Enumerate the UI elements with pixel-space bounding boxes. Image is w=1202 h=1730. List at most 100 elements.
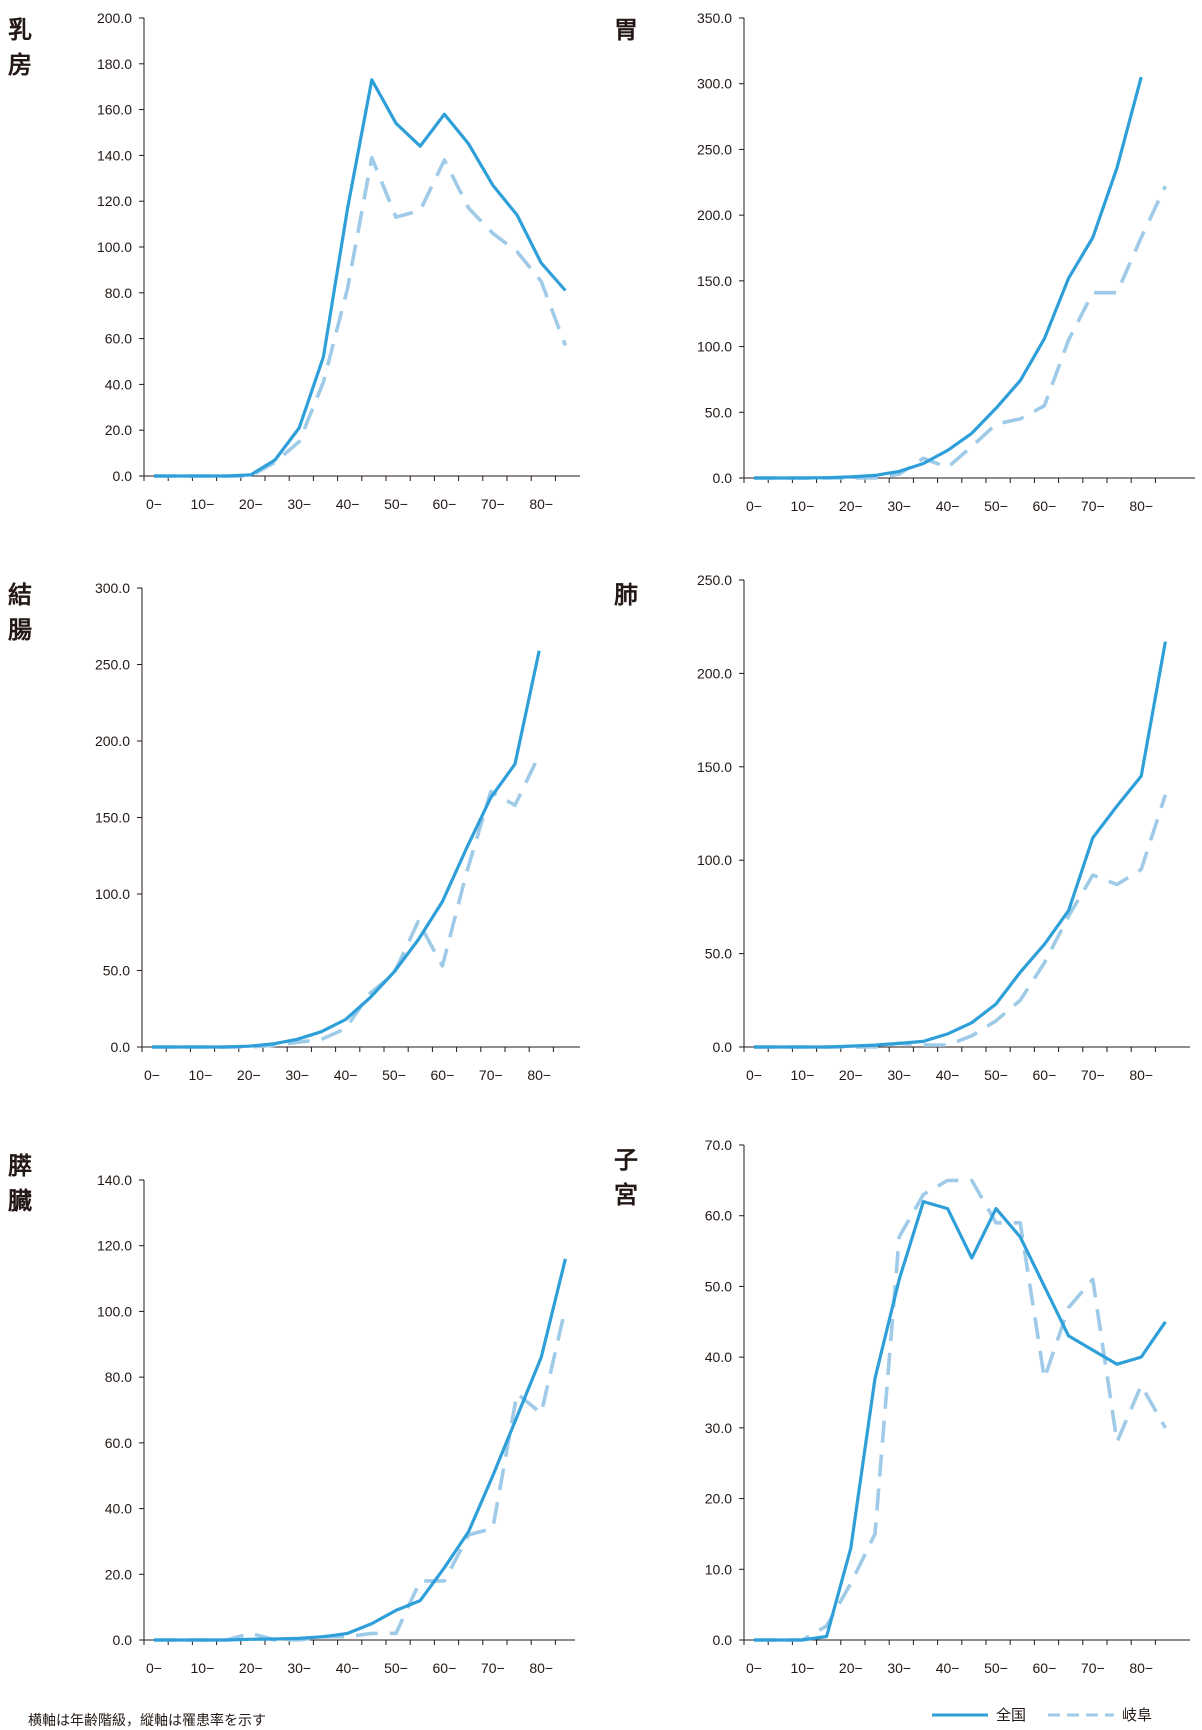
- x-tick-label: 40−: [936, 498, 960, 514]
- y-tick-label: 20.0: [105, 422, 132, 438]
- legend-national-swatch: [932, 1713, 988, 1716]
- x-tick-label: 80−: [527, 1067, 551, 1083]
- y-tick-label: 100.0: [697, 339, 732, 355]
- x-tick-label: 40−: [936, 1067, 960, 1083]
- x-tick-label: 70−: [1081, 1067, 1105, 1083]
- series-line-national: [754, 76, 1143, 480]
- axis-footnote: 横軸は年齢階級，縦軸は罹患率を示す: [28, 1713, 266, 1729]
- x-tick-label: 80−: [529, 496, 553, 512]
- series-line-national: [154, 78, 567, 478]
- x-tick-label: 40−: [334, 1067, 358, 1083]
- x-tick-label: 40−: [336, 496, 360, 512]
- series-line-national: [754, 641, 1167, 1049]
- x-tick-label: 40−: [936, 1660, 960, 1676]
- chart-title: 子宮: [614, 1146, 638, 1209]
- y-tick-label: 250.0: [697, 141, 732, 157]
- y-tick-label: 180.0: [97, 56, 132, 72]
- x-tick-label: 70−: [479, 1067, 503, 1083]
- legend-gifu-label: 岐阜: [1122, 1706, 1153, 1724]
- series-line-gifu: [154, 155, 568, 478]
- chart-plot-4: 0.0 20.0 40.0 60.0 80.0 100.0 120.0 140.0 0− 10− 2…: [97, 1172, 575, 1676]
- chart-title: 肺: [614, 581, 638, 609]
- series-line-gifu: [152, 754, 541, 1049]
- x-tick-label: 30−: [285, 1067, 309, 1083]
- y-tick-label: 300.0: [95, 580, 130, 596]
- x-tick-label: 60−: [1033, 498, 1057, 514]
- series-line-gifu: [754, 185, 1168, 480]
- chart-plot-2: 0.0 50.0 100.0 150.0 200.0 250.0 300.0 0− 10− 20−…: [95, 580, 580, 1083]
- chart-legend: 全国 岐阜: [930, 1704, 1152, 1725]
- x-tick-label: 30−: [887, 1067, 911, 1083]
- x-tick-label: 20−: [237, 1067, 261, 1083]
- x-tick-label: 20−: [839, 1067, 863, 1083]
- y-tick-label: 80.0: [105, 1369, 132, 1385]
- x-tick-label: 80−: [1129, 498, 1153, 514]
- x-tick-label: 60−: [1033, 1067, 1057, 1083]
- y-tick-label: 100.0: [97, 239, 132, 255]
- y-tick-label: 30.0: [705, 1420, 732, 1436]
- y-tick-label: 150.0: [697, 273, 732, 289]
- x-tick-label: 10−: [791, 498, 815, 514]
- y-tick-label: 50.0: [705, 946, 732, 962]
- y-tick-label: 10.0: [705, 1561, 732, 1577]
- y-tick-label: 300.0: [697, 76, 732, 92]
- y-tick-label: 60.0: [105, 1435, 132, 1451]
- series-line-national: [152, 650, 541, 1049]
- x-tick-label: 0−: [146, 496, 162, 512]
- x-tick-label: 60−: [431, 1067, 455, 1083]
- y-tick-label: 200.0: [697, 207, 732, 223]
- y-tick-label: 20.0: [705, 1491, 732, 1507]
- x-tick-label: 10−: [191, 1660, 215, 1676]
- series-line-national: [754, 1199, 1167, 1642]
- y-tick-label: 20.0: [105, 1566, 132, 1582]
- y-tick-label: 140.0: [97, 147, 132, 163]
- x-tick-label: 70−: [1081, 1660, 1105, 1676]
- y-tick-label: 0.0: [713, 1632, 733, 1648]
- y-tick-label: 70.0: [705, 1137, 732, 1153]
- legend-gifu-swatch: [1048, 1713, 1115, 1716]
- y-tick-label: 100.0: [97, 1303, 132, 1319]
- chart-title: 結腸: [8, 581, 32, 644]
- y-tick-label: 100.0: [697, 852, 732, 868]
- x-tick-label: 10−: [791, 1660, 815, 1676]
- x-tick-label: 70−: [481, 496, 505, 512]
- series-line-national: [154, 1258, 567, 1642]
- y-tick-label: 120.0: [97, 1238, 132, 1254]
- x-tick-label: 20−: [839, 1660, 863, 1676]
- y-tick-label: 0.0: [713, 470, 733, 486]
- y-tick-label: 50.0: [705, 404, 732, 420]
- x-tick-label: 80−: [529, 1660, 553, 1676]
- y-tick-label: 60.0: [105, 331, 132, 347]
- chart-title: 胃: [614, 16, 638, 44]
- y-tick-label: 50.0: [103, 963, 130, 979]
- y-tick-label: 250.0: [95, 657, 130, 673]
- y-tick-label: 150.0: [95, 810, 130, 826]
- x-tick-label: 60−: [1033, 1660, 1057, 1676]
- chart-plot-1: 0.0 50.0 100.0 150.0 200.0 250.0 300.0 350.0 0− 1…: [697, 10, 1195, 514]
- x-tick-label: 50−: [984, 1067, 1008, 1083]
- x-tick-label: 30−: [287, 496, 311, 512]
- x-tick-label: 70−: [481, 1660, 505, 1676]
- y-tick-label: 120.0: [97, 193, 132, 209]
- legend-national-label: 全国: [996, 1706, 1027, 1724]
- y-tick-label: 200.0: [95, 733, 130, 749]
- x-tick-label: 30−: [887, 1660, 911, 1676]
- y-tick-label: 0.0: [113, 1632, 133, 1648]
- x-tick-label: 30−: [287, 1660, 311, 1676]
- x-tick-label: 20−: [839, 498, 863, 514]
- y-tick-label: 160.0: [97, 102, 132, 118]
- x-tick-label: 50−: [384, 496, 408, 512]
- x-tick-label: 0−: [146, 1660, 162, 1676]
- y-tick-label: 350.0: [697, 10, 732, 26]
- x-tick-label: 70−: [1081, 498, 1105, 514]
- y-tick-label: 200.0: [97, 10, 132, 26]
- chart-plot-0: 0.0 20.0 40.0 60.0 80.0 100.0 120.0 140.0 160.0 1…: [97, 10, 580, 512]
- x-tick-label: 0−: [746, 1660, 762, 1676]
- y-tick-label: 200.0: [697, 665, 732, 681]
- y-tick-label: 0.0: [113, 468, 133, 484]
- chart-plot-5: 0.0 10.0 20.0 30.0 40.0 50.0 60.0 70.0 0− 10− 20− 3…: [705, 1137, 1190, 1676]
- y-tick-label: 50.0: [705, 1278, 732, 1294]
- y-tick-label: 250.0: [697, 572, 732, 588]
- x-tick-label: 80−: [1129, 1660, 1153, 1676]
